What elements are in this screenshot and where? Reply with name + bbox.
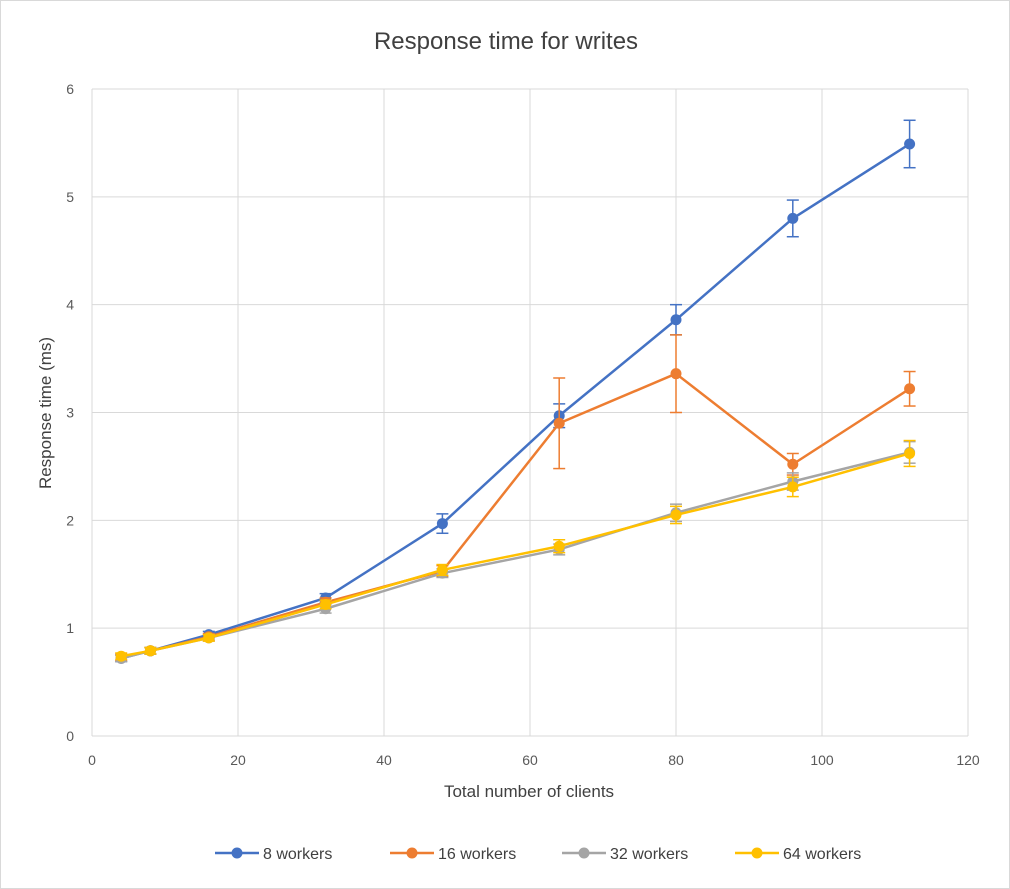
data-point xyxy=(115,650,127,662)
legend-item: 8 workers xyxy=(215,846,332,863)
y-tick-label: 0 xyxy=(66,728,74,744)
legend-label: 64 workers xyxy=(783,846,861,863)
y-tick-label: 3 xyxy=(66,405,74,421)
legend-item: 32 workers xyxy=(562,846,688,863)
data-point xyxy=(670,509,682,521)
y-tick-label: 4 xyxy=(66,297,74,313)
series-layer xyxy=(115,119,916,664)
series-1 xyxy=(115,119,916,664)
x-tick-label: 120 xyxy=(956,752,980,768)
data-point xyxy=(787,212,799,224)
data-point xyxy=(203,632,215,644)
series-line xyxy=(120,372,911,659)
gridlines xyxy=(91,88,969,737)
x-tick-label: 0 xyxy=(88,752,96,768)
y-tick-label: 1 xyxy=(66,620,74,636)
legend-marker xyxy=(578,847,590,859)
legend-label: 16 workers xyxy=(438,846,516,863)
y-tick-label: 6 xyxy=(66,81,74,97)
chart-title: Response time for writes xyxy=(374,28,638,55)
data-point xyxy=(320,598,332,610)
data-point xyxy=(904,447,916,459)
legend-item: 16 workers xyxy=(390,846,516,863)
y-axis-title: Response time (ms) xyxy=(36,337,55,489)
legend-marker xyxy=(751,847,763,859)
data-point xyxy=(670,368,682,380)
x-tick-label: 40 xyxy=(376,752,392,768)
legend: 8 workers 16 workers 32 workers 64 workers xyxy=(215,846,861,863)
data-point xyxy=(553,540,565,552)
legend-label: 32 workers xyxy=(610,846,688,863)
data-point xyxy=(436,564,448,576)
data-point xyxy=(553,417,565,429)
series-2 xyxy=(115,334,916,663)
y-tick-label: 2 xyxy=(66,512,74,528)
x-tick-label: 80 xyxy=(668,752,684,768)
data-point xyxy=(787,481,799,493)
data-point xyxy=(904,138,916,150)
data-point xyxy=(436,518,448,530)
data-point xyxy=(904,383,916,395)
legend-marker xyxy=(231,847,243,859)
legend-item: 64 workers xyxy=(735,846,861,863)
legend-marker xyxy=(406,847,418,859)
y-tick-label: 5 xyxy=(66,189,74,205)
series-4 xyxy=(115,439,916,662)
data-point xyxy=(670,314,682,326)
x-tick-label: 100 xyxy=(810,752,834,768)
x-tick-label: 60 xyxy=(522,752,538,768)
x-tick-label: 20 xyxy=(230,752,246,768)
legend-label: 8 workers xyxy=(263,846,332,863)
x-axis-title: Total number of clients xyxy=(444,782,614,801)
data-point xyxy=(787,458,799,470)
data-point xyxy=(144,645,156,657)
